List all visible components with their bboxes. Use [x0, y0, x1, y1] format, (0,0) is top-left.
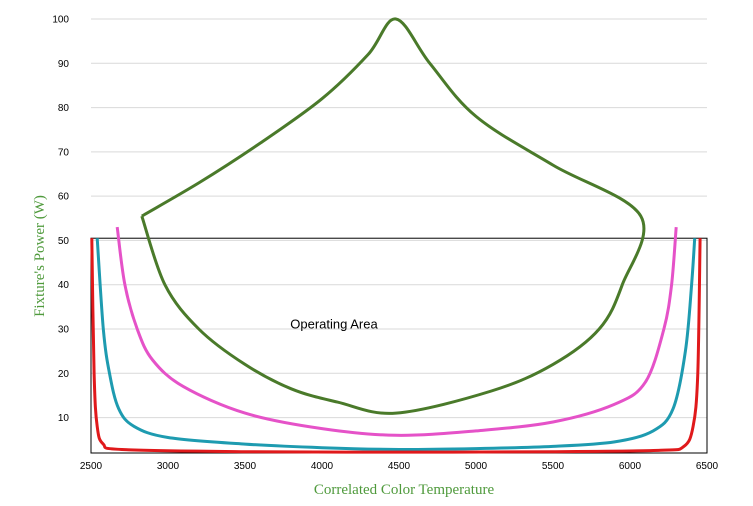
x-tick-3500: 3500: [234, 461, 257, 472]
y-tick-30: 30: [58, 325, 70, 336]
x-tick-2500: 2500: [80, 461, 103, 472]
x-tick-4000: 4000: [311, 461, 334, 472]
y-tick-50: 50: [58, 236, 70, 247]
series-line-4: [90, 238, 702, 454]
x-tick-3000: 3000: [157, 461, 180, 472]
x-tick-4500: 4500: [388, 461, 411, 472]
x-tick-labels: 2500 3000 3500 4000 4500 5000 5500 6000 6500: [80, 461, 719, 472]
x-tick-6500: 6500: [696, 461, 719, 472]
y-tick-10: 10: [58, 413, 70, 424]
y-tick-labels: 10 20 30 40 50 60 70 80 90 100: [52, 15, 69, 425]
operating-area-label: Operating Area: [290, 317, 378, 332]
x-axis-title: Correlated Color Temperature: [314, 482, 495, 498]
y-tick-70: 70: [58, 147, 70, 158]
y-tick-90: 90: [58, 59, 70, 70]
y-tick-40: 40: [58, 280, 70, 291]
x-tick-6000: 6000: [619, 461, 642, 472]
series-group: [90, 17, 702, 454]
series-line-1: [140, 17, 646, 415]
y-tick-60: 60: [58, 192, 70, 203]
operating-area-box: [90, 237, 708, 454]
y-tick-20: 20: [58, 369, 70, 380]
y-tick-100: 100: [52, 15, 69, 26]
x-tick-5500: 5500: [542, 461, 565, 472]
series-line-2: [115, 226, 678, 437]
grid-lines: [91, 18, 707, 419]
y-axis-title: Fixture's Power (W): [32, 195, 48, 317]
x-tick-5000: 5000: [465, 461, 488, 472]
y-tick-80: 80: [58, 103, 70, 114]
series-line-3: [95, 238, 697, 452]
